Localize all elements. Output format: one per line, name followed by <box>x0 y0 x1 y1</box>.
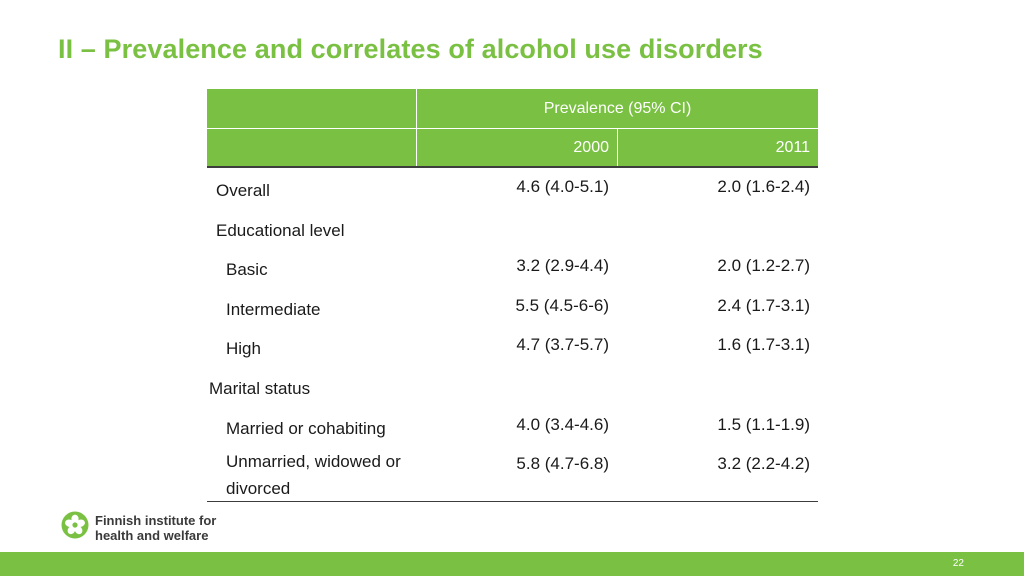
value-2011: 2.0 (1.2-2.7) <box>717 256 810 276</box>
value-2000: 4.0 (3.4-4.6) <box>516 414 609 434</box>
group-header: Prevalence (95% CI) <box>543 99 692 117</box>
value-2011: 2.0 (1.6-2.4) <box>717 177 810 196</box>
table-header-year-row: 2000 2011 <box>207 129 818 168</box>
logo-text: Finnish institute for health and welfare <box>95 513 216 543</box>
table-header-group-row: Prevalence (95% CI) <box>207 89 818 129</box>
row-label: Intermediate <box>226 299 321 319</box>
value-2000: 4.7 (3.7-5.7) <box>516 335 609 355</box>
table-row: Unmarried, widowed or divorced 5.8 (4.7-… <box>207 445 818 501</box>
page-number: 22 <box>952 558 964 569</box>
table-body: Overall 4.6 (4.0-5.1) 2.0 (1.6-2.4) Educ… <box>207 168 818 503</box>
logo-line-1: Finnish institute for <box>95 512 217 528</box>
row-label: Educational level <box>216 220 345 240</box>
header-empty-cell <box>207 89 417 128</box>
table-row: Educational level <box>207 208 818 248</box>
prevalence-table: Prevalence (95% CI) 2000 2011 Overall 4.… <box>207 89 818 503</box>
value-2011 <box>617 366 818 406</box>
header-2011: 2011 <box>775 138 810 156</box>
value-2000: 5.8 (4.7-6.8) <box>516 454 609 474</box>
table-row: Intermediate 5.5 (4.5-6-6) 2.4 (1.7-3.1) <box>207 287 818 327</box>
value-2011: 1.6 (1.7-3.1) <box>717 335 810 355</box>
value-2000 <box>416 208 617 248</box>
value-2011: 2.4 (1.7-3.1) <box>717 295 810 315</box>
institute-logo: Finnish institute for health and welfare <box>61 511 216 544</box>
value-2000: 5.5 (4.5-6-6) <box>515 295 609 315</box>
value-2000: 4.6 (4.0-5.1) <box>516 177 609 196</box>
value-2011 <box>617 208 818 248</box>
table-row: Marital status <box>207 366 818 406</box>
footer-bar: 22 <box>0 552 1024 576</box>
row-label: Unmarried, widowed or divorced <box>226 452 401 499</box>
flower-logo-icon <box>61 511 89 544</box>
row-label: Marital status <box>209 378 311 398</box>
table-row: High 4.7 (3.7-5.7) 1.6 (1.7-3.1) <box>207 326 818 366</box>
value-2000: 3.2 (2.9-4.4) <box>516 256 609 276</box>
header-empty-cell <box>207 129 417 166</box>
value-2000 <box>416 366 617 406</box>
value-2011: 1.5 (1.1-1.9) <box>717 414 810 434</box>
table-row: Basic 3.2 (2.9-4.4) 2.0 (1.2-2.7) <box>207 247 818 287</box>
slide-title: II – Prevalence and correlates of alcoho… <box>58 34 763 64</box>
table-row: Overall 4.6 (4.0-5.1) 2.0 (1.6-2.4) <box>207 168 818 208</box>
table-row: Married or cohabiting 4.0 (3.4-4.6) 1.5 … <box>207 406 818 446</box>
row-label: Overall <box>216 181 270 200</box>
row-label: Basic <box>226 260 268 280</box>
row-label: Married or cohabiting <box>226 418 386 438</box>
row-label: High <box>226 339 261 359</box>
logo-line-2: health and welfare <box>95 527 209 543</box>
value-2011: 3.2 (2.2-4.2) <box>717 454 810 474</box>
header-2000: 2000 <box>417 129 618 166</box>
